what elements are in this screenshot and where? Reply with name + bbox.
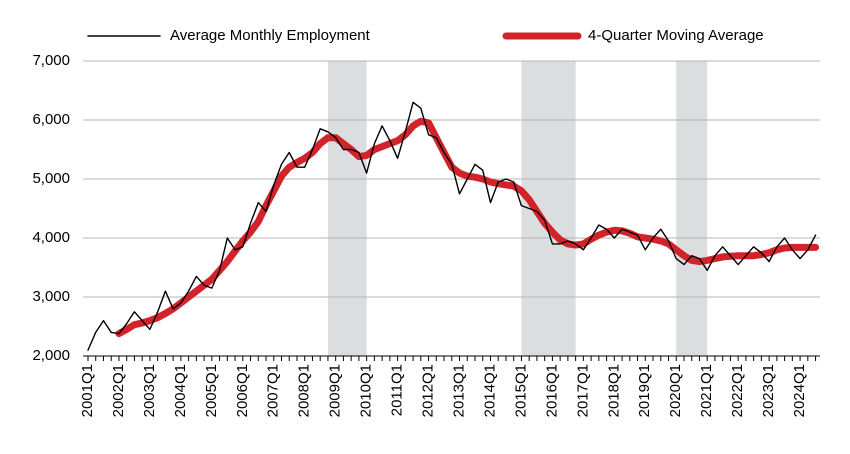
x-tick-label: 2009Q1 [327, 364, 344, 417]
legend-label: 4-Quarter Moving Average [588, 27, 764, 44]
x-tick-label: 2016Q1 [543, 364, 560, 417]
series-line [87, 101, 817, 351]
legend-label: Average Monthly Employment [170, 27, 371, 44]
y-tick-label: 7,000 [32, 52, 70, 69]
x-tick-label: 2005Q1 [203, 364, 220, 417]
x-tick-label: 2002Q1 [110, 364, 127, 417]
shaded-period [676, 61, 708, 356]
x-tick-label: 2011Q1 [389, 364, 406, 416]
y-tick-label: 6,000 [32, 111, 70, 128]
y-tick-label: 5,000 [32, 170, 70, 187]
x-tick-label: 2015Q1 [512, 364, 529, 417]
x-tick-label: 2019Q1 [636, 364, 653, 417]
x-tick-label: 2013Q1 [450, 364, 467, 417]
x-tick-label: 2020Q1 [667, 364, 684, 417]
x-tick-label: 2024Q1 [791, 364, 808, 417]
x-tick-label: 2010Q1 [358, 364, 375, 417]
x-tick-label: 2003Q1 [141, 364, 158, 417]
x-tick-label: 2001Q1 [79, 364, 96, 417]
series-line [115, 117, 820, 338]
y-tick-label: 4,000 [32, 229, 70, 246]
shaded-period [327, 61, 367, 356]
x-tick-label: 2012Q1 [420, 364, 437, 417]
y-tick-label: 3,000 [32, 288, 70, 305]
x-tick-label: 2017Q1 [574, 364, 591, 417]
x-tick-label: 2021Q1 [698, 364, 715, 417]
x-tick-label: 2023Q1 [760, 364, 777, 417]
x-tick-label: 2022Q1 [729, 364, 746, 417]
x-tick-label: 2007Q1 [265, 364, 282, 417]
y-tick-label: 2,000 [32, 347, 70, 364]
x-tick-label: 2004Q1 [172, 364, 189, 417]
x-tick-label: 2008Q1 [296, 364, 313, 417]
x-tick-label: 2014Q1 [481, 364, 498, 417]
x-tick-label: 2018Q1 [605, 364, 622, 417]
x-tick-label: 2006Q1 [234, 364, 251, 417]
